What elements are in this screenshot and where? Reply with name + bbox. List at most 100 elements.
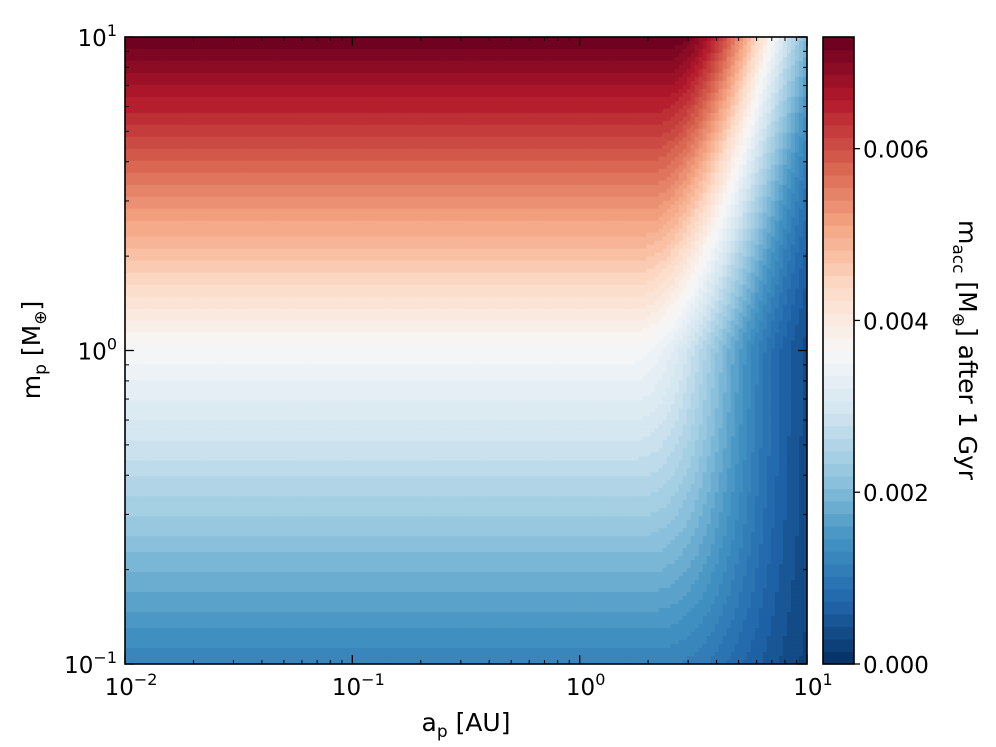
heatmap-cell	[510, 108, 515, 114]
heatmap-cell	[746, 88, 752, 94]
heatmap-cell	[714, 52, 720, 58]
heatmap-cell	[361, 124, 367, 130]
heatmap-cell	[313, 60, 319, 66]
heatmap-cell	[369, 152, 375, 158]
heatmap-cell	[405, 37, 411, 42]
heatmap-cell	[654, 112, 660, 118]
heatmap-cell	[538, 100, 543, 106]
heatmap-cell	[405, 52, 411, 58]
heatmap-cell	[574, 144, 579, 150]
heatmap-cell	[510, 92, 515, 98]
heatmap-cell	[718, 124, 724, 130]
heatmap-cell	[205, 84, 210, 90]
heatmap-cell	[598, 124, 603, 130]
heatmap-cell	[790, 37, 796, 42]
heatmap-cell	[630, 140, 636, 146]
heatmap-cell	[129, 124, 134, 130]
heatmap-cell	[353, 152, 359, 158]
heatmap-cell	[453, 100, 459, 106]
heatmap-cell	[217, 132, 222, 138]
heatmap-cell	[173, 140, 178, 146]
heatmap-cell	[514, 37, 519, 42]
heatmap-cell	[321, 52, 327, 58]
heatmap-cell	[205, 128, 210, 134]
heatmap-cell	[662, 56, 668, 62]
heatmap-cell	[622, 124, 628, 130]
heatmap-cell	[241, 92, 246, 98]
heatmap-cell	[341, 84, 347, 90]
heatmap-cell	[506, 80, 511, 86]
heatmap-cell	[129, 128, 134, 134]
heatmap-cell	[682, 120, 688, 126]
heatmap-cell	[181, 40, 186, 46]
heatmap-cell	[802, 120, 807, 126]
heatmap-cell	[169, 56, 174, 62]
heatmap-cell	[353, 72, 359, 78]
heatmap-cell	[133, 116, 138, 122]
heatmap-cell	[193, 68, 198, 74]
heatmap-cell	[570, 104, 575, 110]
heatmap-cell	[546, 96, 551, 102]
heatmap-cell	[638, 108, 644, 114]
heatmap-cell	[245, 40, 250, 46]
heatmap-cell	[221, 104, 226, 110]
heatmap-cell	[357, 76, 363, 82]
heatmap-cell	[746, 128, 752, 134]
heatmap-cell	[698, 132, 704, 138]
heatmap-cell	[642, 44, 648, 50]
heatmap-cell	[293, 144, 299, 150]
heatmap-cell	[157, 72, 162, 78]
heatmap-cell	[526, 84, 531, 90]
heatmap-cell	[221, 132, 226, 138]
heatmap-cell	[149, 56, 154, 62]
heatmap-cell	[449, 136, 455, 142]
heatmap-cell	[293, 76, 299, 82]
heatmap-cell	[289, 68, 295, 74]
heatmap-cell	[718, 136, 724, 142]
heatmap-cell	[333, 80, 339, 86]
heatmap-cell	[185, 64, 190, 70]
heatmap-cell	[421, 128, 427, 134]
heatmap-cell	[309, 37, 315, 42]
heatmap-cell	[449, 88, 455, 94]
heatmap-cell	[774, 120, 780, 126]
heatmap-cell	[157, 140, 162, 146]
heatmap-cell	[522, 48, 527, 54]
heatmap-cell	[321, 92, 327, 98]
heatmap-cell	[341, 48, 347, 54]
heatmap-cell	[490, 44, 495, 50]
heatmap-cell	[646, 148, 652, 154]
heatmap-cell	[389, 80, 395, 86]
heatmap-cell	[169, 52, 174, 58]
heatmap-cell	[345, 148, 351, 154]
heatmap-cell	[470, 88, 475, 94]
heatmap-cell	[650, 136, 656, 142]
heatmap-cell	[482, 140, 487, 146]
heatmap-cell	[345, 100, 351, 106]
heatmap-cell	[738, 44, 744, 50]
heatmap-cell	[550, 72, 555, 78]
heatmap-cell	[470, 92, 475, 98]
heatmap-cell	[189, 144, 194, 150]
heatmap-cell	[177, 72, 182, 78]
heatmap-cell	[678, 68, 684, 74]
heatmap-cell	[417, 100, 423, 106]
heatmap-cell	[594, 120, 599, 126]
heatmap-cell	[666, 64, 672, 70]
heatmap-cell	[790, 76, 796, 82]
heatmap-cell	[245, 37, 250, 42]
heatmap-cell	[778, 72, 784, 78]
heatmap-cell	[133, 88, 138, 94]
heatmap-cell	[510, 52, 515, 58]
heatmap-cell	[165, 64, 170, 70]
heatmap-cell	[157, 88, 162, 94]
heatmap-cell	[205, 64, 210, 70]
heatmap-cell	[269, 96, 275, 102]
heatmap-cell	[582, 48, 587, 54]
heatmap-cell	[437, 52, 443, 58]
heatmap-cell	[506, 52, 511, 58]
heatmap-cell	[357, 132, 363, 138]
heatmap-cell	[574, 140, 579, 146]
heatmap-cell	[177, 132, 182, 138]
heatmap-cell	[638, 44, 644, 50]
